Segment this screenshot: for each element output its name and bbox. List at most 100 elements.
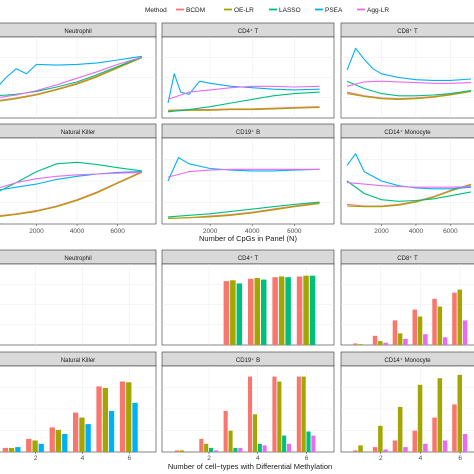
bar-oe-lr [204,443,209,452]
bar-oe-lr [437,306,443,345]
bar-panel-cd8-t: CD8⁺ T [340,249,474,346]
bar-bcdm [96,386,102,452]
bar-bcdm [412,309,417,345]
bar-bcdm [392,440,398,452]
bar-agg-lr [262,445,267,452]
bar-agg-lr [213,450,218,452]
bar-psea [38,443,44,452]
x-tick-label: 2 [207,455,211,462]
bar-bcdm [452,292,457,345]
line-series-psea [0,171,142,191]
bar-bcdm [26,438,32,452]
legend: Method BCDM OE-LR LASSO PSEA Agg-LR [145,7,389,14]
bar-agg-lr [383,342,388,345]
bar-lasso [233,447,238,452]
bar-agg-lr [311,435,316,452]
x-tick-label: 6000 [443,228,458,235]
bar-oe-lr [55,429,62,452]
bar-bcdm [248,278,254,345]
x-tick-label: 2000 [29,228,44,235]
line-series-psea [167,157,320,182]
bar-lasso [209,447,214,452]
bar-oe-lr [417,384,423,452]
x-tick-label: 2 [379,455,383,462]
bar-panel-natural-killer: Natural Killer 2 4 6 [0,351,157,462]
x-tick-label: 4 [256,455,260,462]
line-panel-cd8-t-title: CD8⁺ T [397,28,418,35]
line-series-agg-lr [167,168,320,178]
bar-bcdm [353,450,358,452]
legend-label-agg-lr: Agg-LR [367,7,389,14]
line-series-agg-lr [0,56,143,98]
bar-lasso [257,443,262,452]
bar-agg-lr [423,334,428,345]
line-series-lasso [0,161,142,192]
bar-oe-lr [457,289,462,345]
line-series-oe-lr [346,184,472,208]
bar-agg-lr [383,449,388,452]
bar-bcdm [199,438,204,452]
bar-panel-cd4-t: CD4⁺ T [161,249,335,346]
bar-bcdm [2,447,9,452]
bar-oe-lr [277,381,282,452]
bar-bcdm [372,447,378,452]
bar-bcdm [223,281,230,345]
bar-panel-natural-killer-title: Natural Killer [61,358,95,364]
bar-psea [62,434,68,452]
bar-panel-cd14-monocyte: CD14⁺ Monocyte 2 4 6 [340,351,474,462]
bar-bcdm [353,343,358,345]
bar-panel-neutrophil: Neutrophil [0,249,157,346]
legend-label-lasso: LASSO [279,7,301,14]
line-series-oe-lr [346,90,472,100]
bar-oe-lr [437,378,443,452]
bar-bcdm [372,335,378,345]
line-series-bcdm [0,171,143,217]
bar-oe-lr [303,275,309,345]
bar-lasso [236,283,243,345]
bar-psea [85,424,91,452]
bar-agg-lr [423,443,428,452]
bar-oe-lr [79,417,85,452]
line-series-agg-lr [346,80,472,87]
bar-bcdm [412,430,417,452]
legend-label-oe-lr: OE-LR [234,7,254,14]
line-series-lasso [167,201,320,218]
bar-oe-lr [358,344,363,345]
line-series-oe-lr [167,203,320,219]
bar-bcdm [272,376,277,452]
line-panel-cd14-monocyte: CD14⁺ Monocyte 2000 4000 6000 [340,123,474,235]
bar-agg-lr [462,434,468,452]
bar-panel-cd19-b-title: CD19⁺ B [236,357,260,364]
bar-oe-lr [228,430,233,452]
bar-bcdm [296,276,303,345]
bar-panel-neutrophil-title: Neutrophil [64,256,91,262]
bar-bcdm [174,450,179,452]
x-tick-label: 4000 [70,228,85,235]
bar-oe-lr [278,276,285,345]
line-panel-cd14-monocyte-title: CD14⁺ Monocyte [384,129,431,136]
bar-bcdm [119,381,126,452]
line-panel-cd19-b: CD19⁺ B 2000 4000 6000 [161,123,335,235]
x-tick-label: 4000 [245,228,260,235]
bar-agg-lr [462,320,468,345]
bar-bcdm [392,320,398,345]
bar-oe-lr [179,450,184,452]
x-tick-label: 6000 [110,228,125,235]
legend-label-psea: PSEA [325,7,343,14]
bar-panel-cd19-b: CD19⁺ B 2 4 6 [161,351,335,462]
bar-oe-lr [252,414,257,452]
bar-psea [15,447,21,452]
line-series-agg-lr [346,182,472,188]
bar-psea [132,402,138,452]
bar-oe-lr [397,406,403,452]
line-series-lasso [167,91,320,113]
bar-oe-lr [358,445,363,452]
line-series-psea [346,153,472,190]
bar-oe-lr [102,388,108,452]
bar-lasso [261,279,267,345]
line-series-bcdm [346,183,472,207]
line-series-psea [167,73,320,104]
line-series-psea [0,55,142,85]
line-series-agg-lr [0,171,142,189]
